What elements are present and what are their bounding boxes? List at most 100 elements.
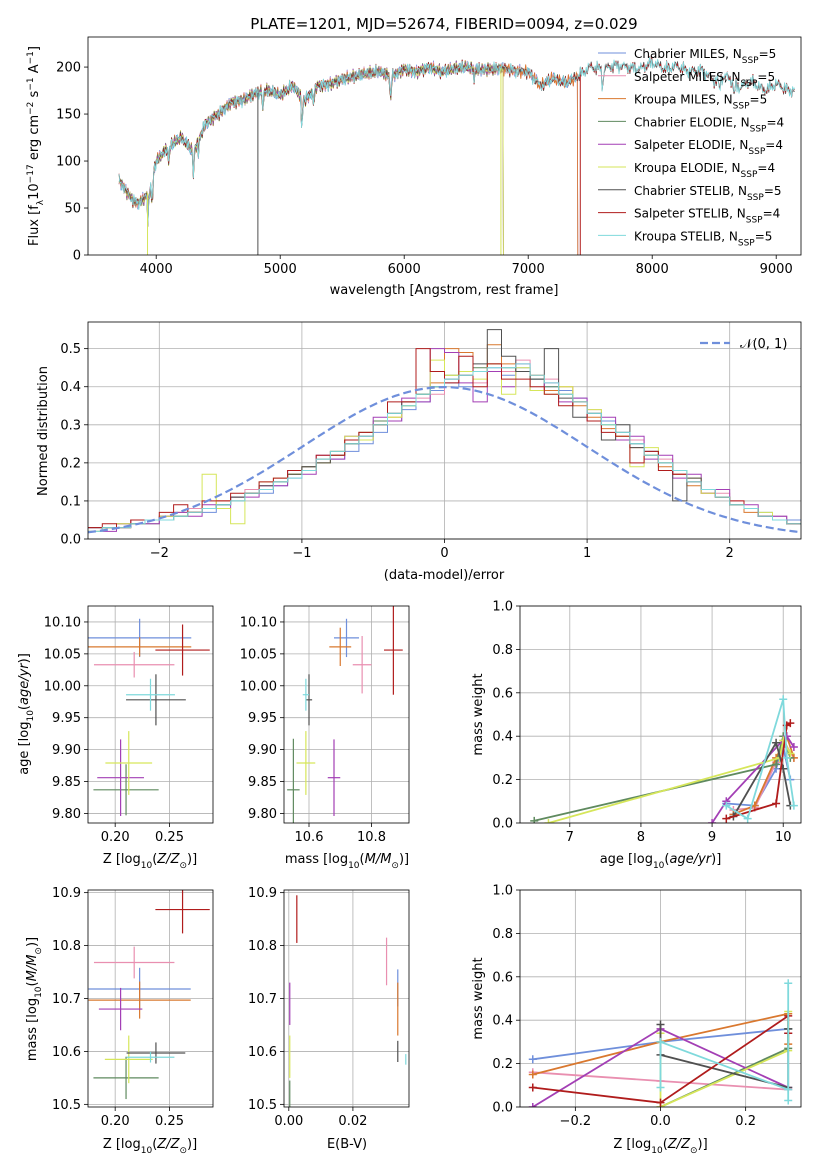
weight-line xyxy=(726,722,791,820)
chart-spectrum: 4000 5000 6000 7000 8000 9000 0 50 100 150 200 wave… xyxy=(26,36,802,298)
plot-area-mass-vs-ebv xyxy=(289,895,407,1107)
weight-line xyxy=(711,734,795,823)
x-axis-label: Z [log10(Z/Z⊙)] xyxy=(613,1137,707,1156)
weight-marker xyxy=(789,801,798,810)
weight-marker xyxy=(784,1096,793,1105)
weight-marker xyxy=(656,1037,665,1046)
chart-mass-vs-ebv: 0.00 0.02 10.5 10.6 10.7 10.8 10.9 E(B-V) xyxy=(248,886,410,1152)
x-tick-label: 0.02 xyxy=(338,1114,367,1129)
x-axis-label: mass [log10(M/M⊙)] xyxy=(285,852,409,871)
errorbar-point xyxy=(126,1051,175,1063)
spectrum-line xyxy=(118,60,579,255)
y-tick-label: 100 xyxy=(56,155,81,170)
x-tick-label: 0.2 xyxy=(735,1114,756,1129)
x-tick-label: 0.0 xyxy=(650,1114,671,1129)
x-tick-label: 0.20 xyxy=(101,830,130,845)
x-tick-label: 10 xyxy=(775,830,792,845)
errorbar-point xyxy=(88,981,191,1019)
axes-frame xyxy=(519,889,802,1108)
y-tick-label: 200 xyxy=(56,61,81,76)
y-tick-label: 10.10 xyxy=(44,615,81,630)
y-tick-label: 0.4 xyxy=(492,1014,513,1029)
y-tick-label: 0.4 xyxy=(60,380,81,395)
errorbar-point xyxy=(302,678,309,711)
errorbar-point xyxy=(93,651,175,678)
y-tick-label: 10.7 xyxy=(248,992,277,1007)
y-tick-label: 0.8 xyxy=(492,927,513,942)
axes-frame xyxy=(87,889,214,1108)
weight-marker xyxy=(772,760,781,769)
x-tick-label: 0.25 xyxy=(155,1114,184,1129)
y-tick-label: 0.2 xyxy=(492,1057,513,1072)
y-tick-label: 0.4 xyxy=(492,730,513,745)
y-tick-label: 0.6 xyxy=(492,970,513,985)
plot-area-residual-histogram xyxy=(88,329,801,534)
errorbar-point xyxy=(104,1035,153,1084)
axes-frame xyxy=(87,36,802,256)
errorbar-point xyxy=(327,739,341,816)
x-tick-label: 0.20 xyxy=(101,1114,130,1129)
weight-line xyxy=(725,699,795,821)
y-tick-label: 0.8 xyxy=(492,643,513,658)
axes-frame xyxy=(283,605,410,824)
y-axis-label: mass [log10(M/M⊙)] xyxy=(25,937,44,1061)
x-tick-label: 10.6 xyxy=(295,830,324,845)
plot-area-age-vs-Z xyxy=(88,618,210,816)
errorbar-point xyxy=(93,946,175,979)
legend-label: Salpeter MILES, NSSP=5 xyxy=(634,70,775,89)
y-tick-label: 10.00 xyxy=(44,679,81,694)
y-tick-label: 0.2 xyxy=(60,456,81,471)
plot-area-spectrum xyxy=(118,56,795,255)
errorbar-point xyxy=(126,1042,186,1064)
chart-age-vs-mass: 10.6 10.8 9.80 9.85 9.90 9.95 10.00 10.05 10.10 m… xyxy=(240,605,410,871)
y-tick-label: 9.90 xyxy=(248,743,277,758)
weight-marker xyxy=(528,1083,537,1092)
x-tick-label: −1 xyxy=(292,546,311,561)
legend-label: Chabrier MILES, NSSP=5 xyxy=(634,47,776,66)
y-tick-label: 9.95 xyxy=(52,711,81,726)
chart-residual-histogram: −2 −1 0 1 2 0.0 0.1 0.2 0.3 0.4 0.5 (data-model)/er… xyxy=(36,321,802,583)
errorbar-point xyxy=(296,731,316,795)
axes-frame xyxy=(283,889,410,1108)
x-tick-label: 9000 xyxy=(760,262,793,277)
x-tick-label: −2 xyxy=(150,546,169,561)
errorbar-point xyxy=(97,739,144,816)
x-axis-label: (data-model)/error xyxy=(384,568,505,583)
chart-age-vs-Z: 0.20 0.25 9.80 9.85 9.90 9.95 10.00 10.05 10.10 Z… xyxy=(17,605,214,871)
weight-marker xyxy=(656,1098,665,1107)
y-tick-label: 9.80 xyxy=(248,807,277,822)
y-tick-label: 10.8 xyxy=(248,939,277,954)
weight-marker xyxy=(528,1103,537,1107)
legend-label: Chabrier STELIB, NSSP=5 xyxy=(634,184,782,203)
y-tick-label: 10.10 xyxy=(240,615,277,630)
y-axis-label: age [log10(age/yr)] xyxy=(17,653,36,775)
x-tick-label: 8 xyxy=(637,830,645,845)
y-tick-label: 10.9 xyxy=(248,886,277,901)
weight-marker xyxy=(779,695,788,704)
weight-marker xyxy=(786,749,795,758)
weight-marker xyxy=(772,799,781,808)
errorbar-point xyxy=(98,987,143,1031)
axes-frame xyxy=(87,605,214,824)
y-axis-label: Normed distribution xyxy=(36,366,51,496)
y-tick-label: 1.0 xyxy=(492,600,513,615)
x-axis-label: Z [log10(Z/Z⊙)] xyxy=(103,1137,197,1156)
weight-marker xyxy=(528,1070,537,1079)
x-axis-label: wavelength [Angstrom, rest frame] xyxy=(330,283,559,298)
spectrum-line xyxy=(118,60,579,255)
weight-marker xyxy=(528,1055,537,1064)
x-tick-label: 7 xyxy=(566,830,574,845)
plot-area-weight-vs-age xyxy=(530,695,798,823)
x-tick-label: 2 xyxy=(726,546,734,561)
y-tick-label: 9.85 xyxy=(248,775,277,790)
y-tick-label: 10.05 xyxy=(44,647,81,662)
gaussian-curve xyxy=(88,385,801,534)
legend-label: Kroupa STELIB, NSSP=5 xyxy=(634,229,772,248)
x-tick-label: 0 xyxy=(440,546,448,561)
axes-frame xyxy=(519,605,802,824)
chart-weight-vs-age: 7 8 9 10 0.0 0.2 0.4 0.6 0.8 1.0 mass weight age [l… xyxy=(471,600,802,871)
errorbar-point xyxy=(126,678,175,711)
legend-label: Chabrier ELODIE, NSSP=4 xyxy=(634,115,784,134)
legend-label: 𝒩(0, 1) xyxy=(740,337,787,352)
errorbar-point xyxy=(384,606,403,695)
